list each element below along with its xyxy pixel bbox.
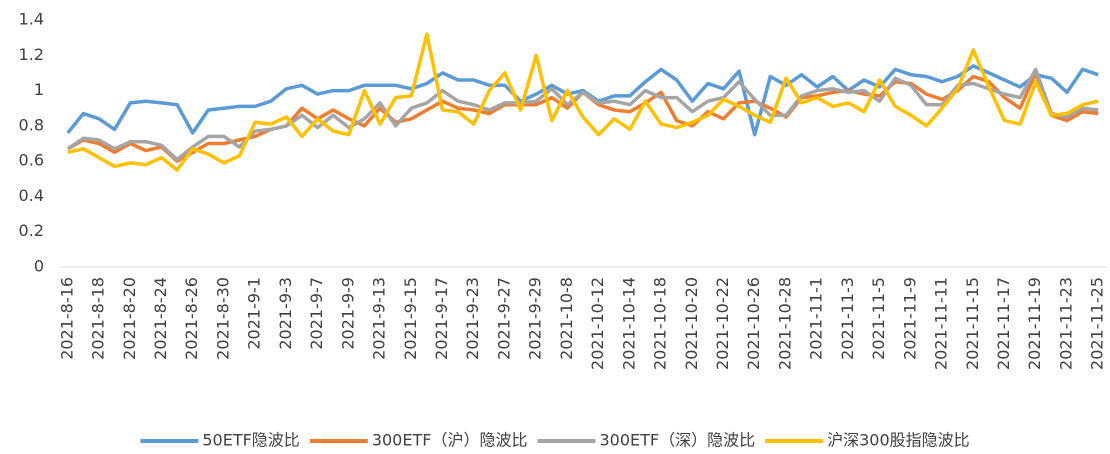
x-tick-label: 2021-10-28 [775, 277, 794, 370]
x-tick-label: 2021-9-7 [307, 277, 326, 350]
legend-label: 300ETF（深）隐波比 [599, 431, 755, 450]
x-tick-label: 2021-11-1 [807, 277, 826, 360]
legend-label: 300ETF（沪）隐波比 [372, 431, 528, 450]
x-tick-label: 2021-11-17 [994, 277, 1013, 370]
x-tick-label: 2021-10-12 [588, 277, 607, 370]
x-tick-label: 2021-10-14 [619, 277, 638, 370]
x-tick-label: 2021-9-15 [401, 277, 420, 360]
x-tick-label: 2021-8-18 [89, 277, 108, 360]
y-tick-label: 0.8 [19, 115, 44, 134]
y-tick-label: 0.6 [19, 151, 44, 170]
series-line [67, 32, 1099, 172]
legend-label: 沪深300股指隐波比 [827, 431, 970, 450]
y-tick-label: 0.4 [19, 186, 44, 205]
x-tick-label: 2021-10-18 [651, 277, 670, 370]
legend-label: 50ETF隐波比 [202, 431, 299, 450]
y-tick-label: 1 [34, 80, 44, 99]
x-tick-label: 2021-11-23 [1056, 277, 1075, 370]
x-tick-label: 2021-8-16 [57, 277, 76, 360]
x-tick-label: 2021-8-30 [213, 277, 232, 360]
x-tick-label: 2021-11-5 [869, 277, 888, 360]
x-tick-label: 2021-9-17 [432, 277, 451, 360]
legend: 50ETF隐波比 300ETF（沪）隐波比 300ETF（深）隐波比 沪深300股指隐… [140, 431, 970, 450]
x-tick-label: 2021-11-3 [838, 277, 857, 360]
y-tick-label: 1.2 [19, 45, 44, 64]
y-tick-label: 1.4 [19, 10, 44, 29]
x-tick-label: 2021-9-13 [370, 277, 389, 360]
x-tick-label: 2021-9-29 [526, 277, 545, 360]
x-tick-label: 2021-11-11 [932, 277, 951, 370]
x-tick-label: 2021-9-27 [494, 277, 513, 360]
x-tick-label: 2021-9-9 [338, 277, 357, 350]
x-tick-label: 2021-10-8 [557, 277, 576, 360]
x-tick-label: 2021-10-22 [713, 277, 732, 370]
x-tick-label: 2021-11-25 [1088, 277, 1107, 370]
x-tick-label: 2021-11-19 [1025, 277, 1044, 370]
x-tick-label: 2021-11-9 [900, 277, 919, 360]
x-tick-label: 2021-9-23 [463, 277, 482, 360]
x-tick-label: 2021-8-26 [182, 277, 201, 360]
y-tick-label: 0.2 [19, 221, 44, 240]
x-tick-label: 2021-9-1 [245, 277, 264, 350]
x-tick-label: 2021-8-24 [151, 277, 170, 360]
x-tick-label: 2021-10-26 [744, 277, 763, 370]
series-line [66, 67, 1099, 162]
y-tick-label: 0 [34, 257, 44, 276]
x-tick-label: 2021-10-20 [682, 277, 701, 370]
x-tick-label: 2021-9-3 [276, 277, 295, 350]
x-tick-label: 2021-8-20 [120, 277, 139, 360]
x-tick-label: 2021-11-15 [963, 277, 982, 370]
